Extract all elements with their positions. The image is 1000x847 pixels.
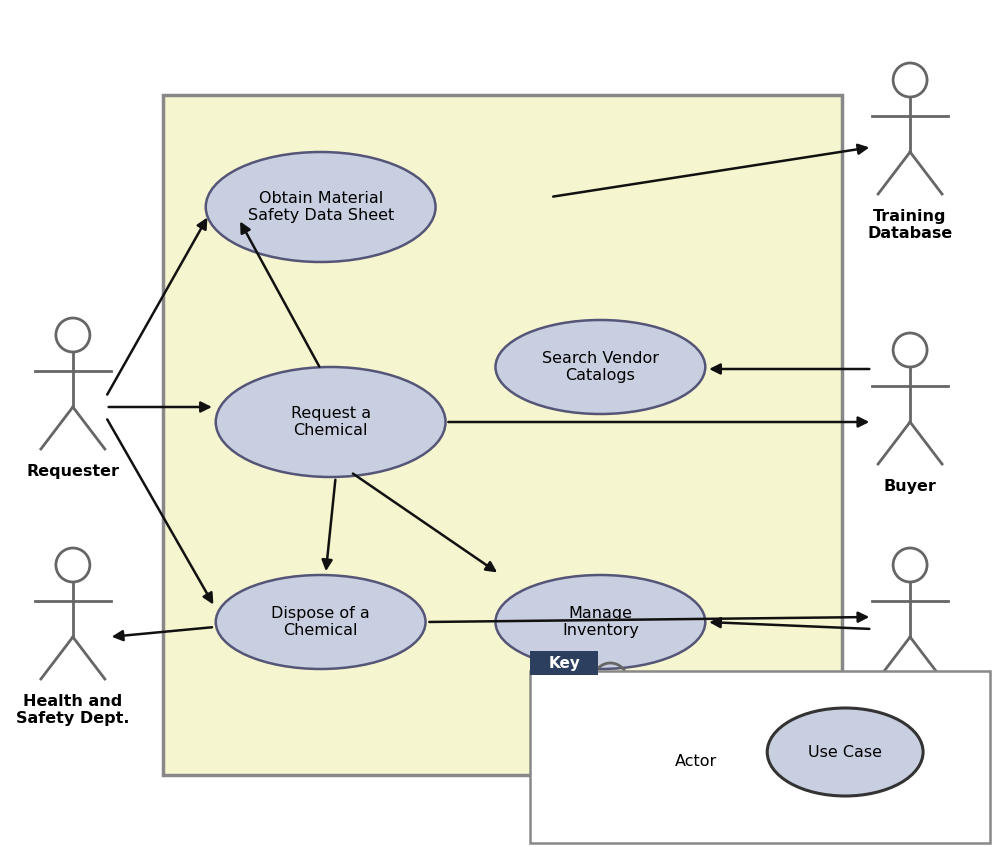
Text: Requester: Requester — [26, 464, 119, 479]
Bar — [530, 671, 990, 843]
Text: Dispose of a
Chemical: Dispose of a Chemical — [271, 606, 370, 638]
Text: Manage
Inventory: Manage Inventory — [562, 606, 639, 638]
Text: Key: Key — [548, 656, 580, 671]
Text: Buyer: Buyer — [884, 479, 937, 494]
Text: Chemical
Stockroom: Chemical Stockroom — [862, 694, 959, 727]
Ellipse shape — [216, 575, 426, 669]
Ellipse shape — [495, 575, 705, 669]
Ellipse shape — [495, 320, 705, 414]
Text: Request a
Chemical: Request a Chemical — [291, 406, 371, 438]
Text: Health and
Safety Dept.: Health and Safety Dept. — [16, 694, 130, 727]
Bar — [163, 95, 842, 775]
Text: Training
Database: Training Database — [867, 209, 953, 241]
Ellipse shape — [216, 367, 446, 477]
Text: Actor: Actor — [675, 754, 718, 768]
Ellipse shape — [767, 708, 923, 796]
Bar — [530, 651, 598, 675]
Ellipse shape — [206, 152, 436, 262]
Text: Use Case: Use Case — [808, 745, 882, 760]
Text: Search Vendor
Catalogs: Search Vendor Catalogs — [542, 351, 659, 383]
Text: Obtain Material
Safety Data Sheet: Obtain Material Safety Data Sheet — [248, 191, 394, 224]
